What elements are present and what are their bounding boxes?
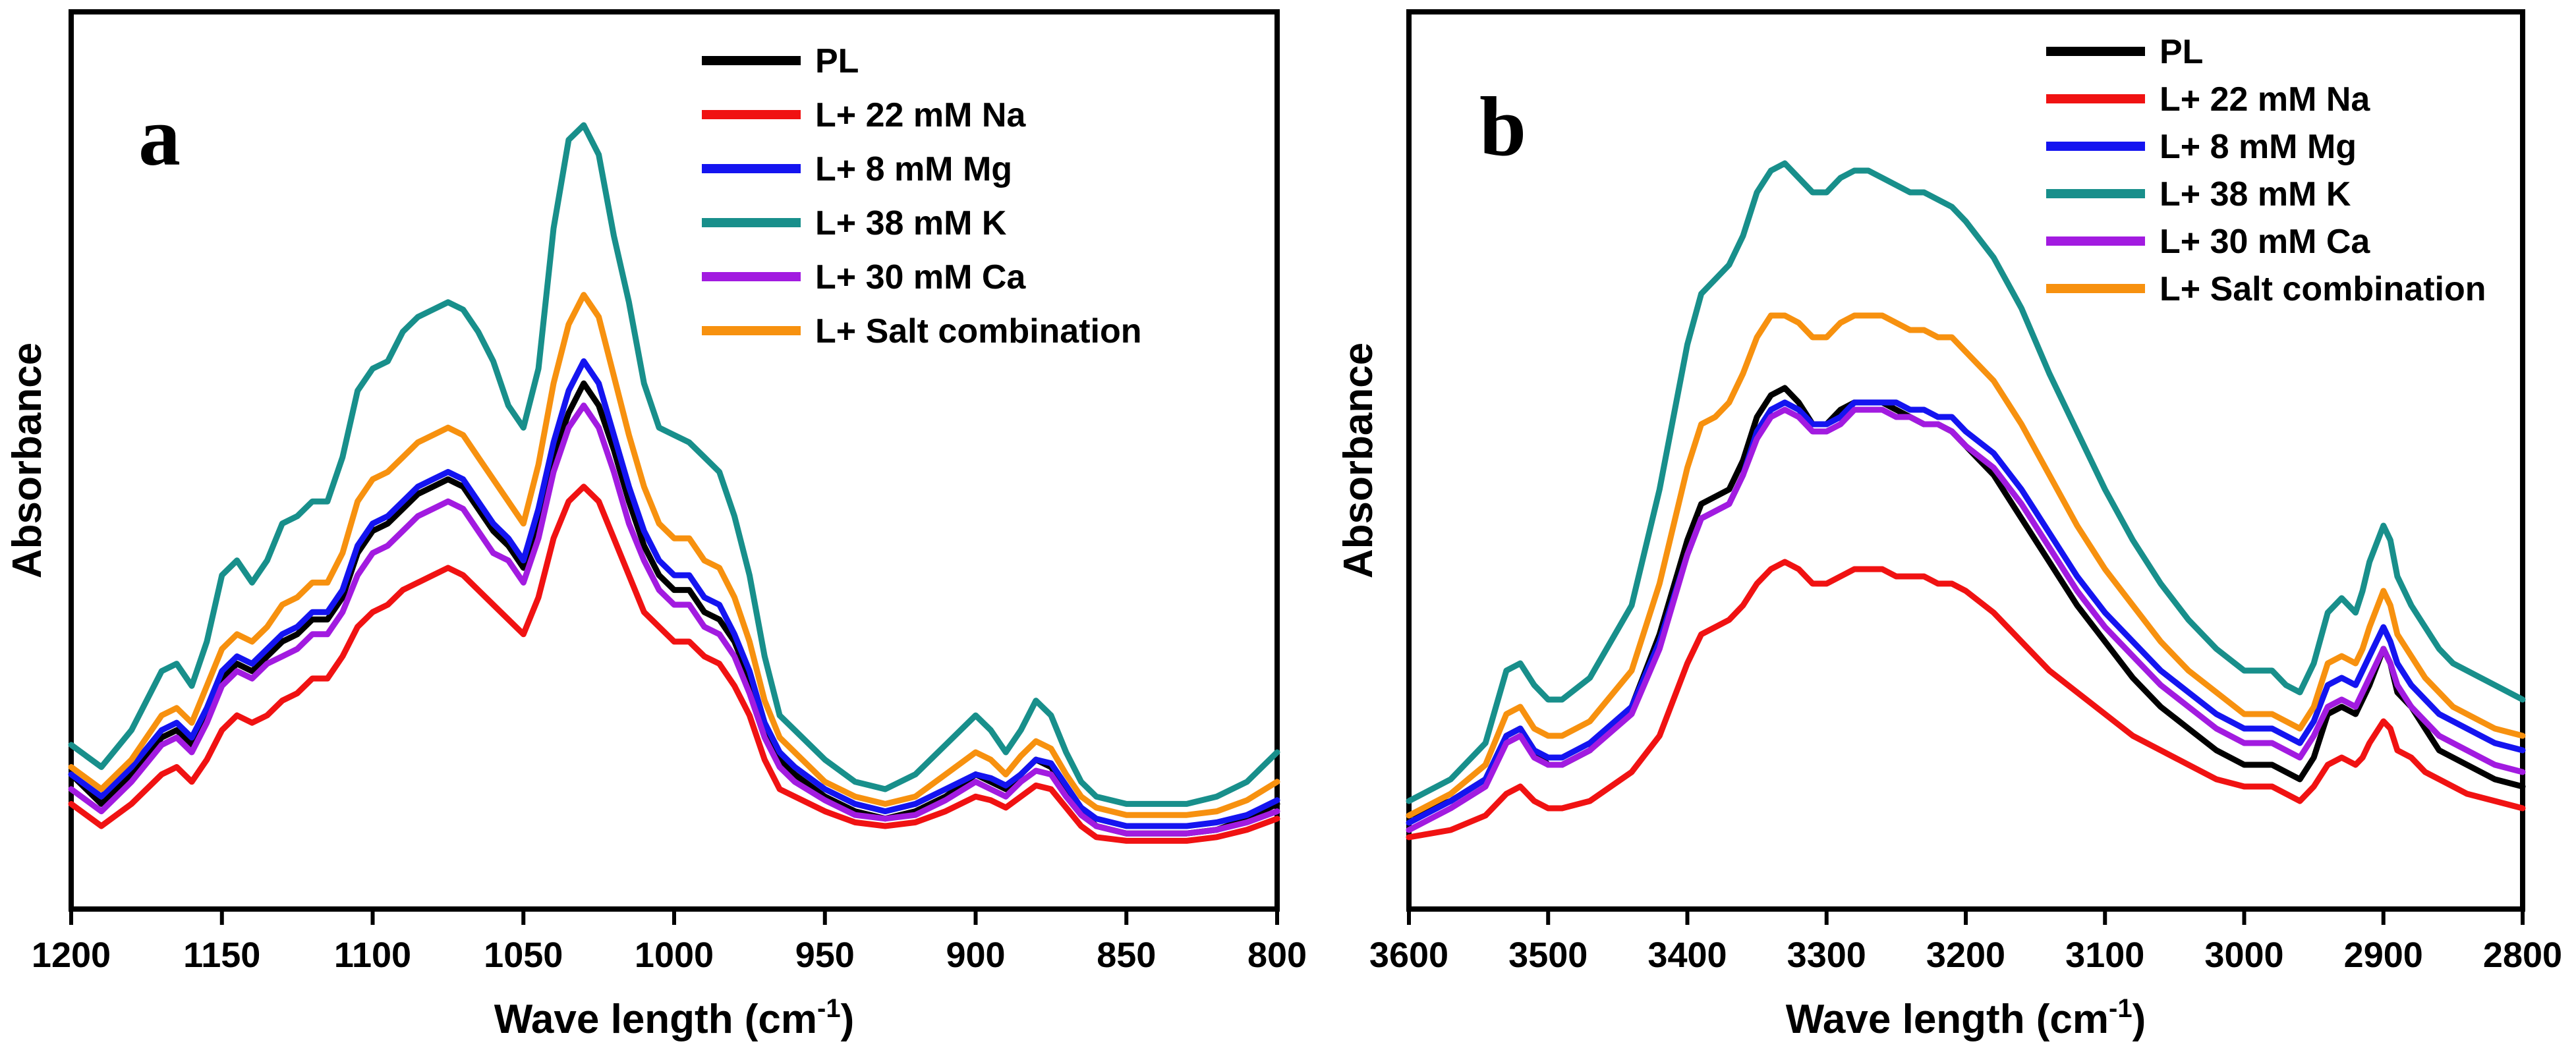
y-axis-label-a: Absorbance (5, 343, 50, 578)
series-line-salt (1406, 312, 2526, 819)
x-tick-label: 1000 (635, 935, 714, 975)
x-tick-label: 1100 (334, 935, 411, 975)
legend-label-ca: L+ 30 mM Ca (815, 258, 1026, 296)
series-line-na (1406, 559, 2526, 841)
series-line-pl (68, 380, 1280, 837)
legend-label-na: L+ 22 mM Na (2160, 80, 2370, 119)
x-axis-label-end-b: ) (2132, 997, 2146, 1042)
series-lines-b (1406, 160, 2526, 841)
series-line-ca (1406, 406, 2526, 833)
x-ticks-b: 3600 3500 3400 3300 3200 3100 3000 2900 2800 (1369, 909, 2562, 975)
legend-label-mg: L+ 8 mM Mg (815, 150, 1012, 188)
x-axis-label-a: Wave length (cm-1) (494, 994, 855, 1042)
legend-label-k: L+ 38 mM K (2160, 175, 2351, 213)
x-tick-label: 3200 (1926, 935, 2005, 975)
legend-label-ca: L+ 30 mM Ca (2160, 223, 2370, 261)
series-line-salt (68, 292, 1280, 818)
x-tick-label: 1200 (32, 935, 111, 975)
x-tick-label: 3400 (1647, 935, 1727, 975)
x-tick-label: 3300 (1787, 935, 1866, 975)
legend-b: PL L+ 22 mM Na L+ 8 mM Mg L+ 38 mM K L+ 30 m… (2046, 33, 2486, 308)
legend-label-na: L+ 22 mM Na (815, 96, 1026, 134)
panel-label-b: b (1479, 80, 1526, 173)
x-tick-label: 2900 (2344, 935, 2423, 975)
series-line-ca (68, 402, 1280, 837)
y-axis-label-b: Absorbance (1336, 343, 1381, 578)
x-tick-label: 900 (946, 935, 1005, 975)
x-tick-label: 1050 (484, 935, 563, 975)
x-tick-label: 3600 (1369, 935, 1448, 975)
x-axis-label-text-a: Wave length (cm (494, 997, 817, 1042)
legend-label-pl: PL (815, 42, 859, 80)
x-tick-label: 950 (795, 935, 855, 975)
x-tick-label: 3000 (2204, 935, 2283, 975)
plot-frame-a (69, 9, 1280, 912)
legend-label-k: L+ 38 mM K (815, 204, 1007, 242)
series-line-mg (68, 358, 1280, 829)
series-line-k (68, 122, 1280, 807)
x-tick-label: 2800 (2483, 935, 2562, 975)
x-tick-label: 850 (1097, 935, 1156, 975)
x-axis-label-text-b: Wave length (cm (1786, 997, 2109, 1042)
x-tick-label: 3100 (2065, 935, 2144, 975)
x-tick-label: 1150 (183, 935, 260, 975)
legend-label-pl: PL (2160, 33, 2203, 71)
legend-label-salt: L+ Salt combination (815, 312, 1142, 350)
panel-a: a 1200 1150 1100 1050 1000 950 900 850 800 PL L+ … (5, 9, 1307, 1042)
panel-b: b 3600 3500 3400 3300 3200 3100 3000 2900 2800 P… (1336, 9, 2562, 1042)
x-tick-label: 3500 (1508, 935, 1588, 975)
legend-label-salt: L+ Salt combination (2160, 270, 2486, 308)
series-lines-a (68, 122, 1280, 844)
x-axis-label-b: Wave length (cm-1) (1786, 994, 2146, 1042)
x-axis-label-sup-a: -1 (817, 994, 841, 1023)
series-line-k (1406, 160, 2526, 804)
legend-a: PL L+ 22 mM Na L+ 8 mM Mg L+ 38 mM K L+ 30 m… (702, 42, 1142, 350)
x-ticks-a: 1200 1150 1100 1050 1000 950 900 850 800 (32, 909, 1307, 975)
x-axis-label-end-a: ) (841, 997, 855, 1042)
panel-label-a: a (138, 90, 181, 183)
x-tick-label: 800 (1247, 935, 1307, 975)
legend-label-mg: L+ 8 mM Mg (2160, 128, 2357, 166)
series-line-na (68, 484, 1280, 844)
x-axis-label-sup-b: -1 (2109, 994, 2132, 1023)
